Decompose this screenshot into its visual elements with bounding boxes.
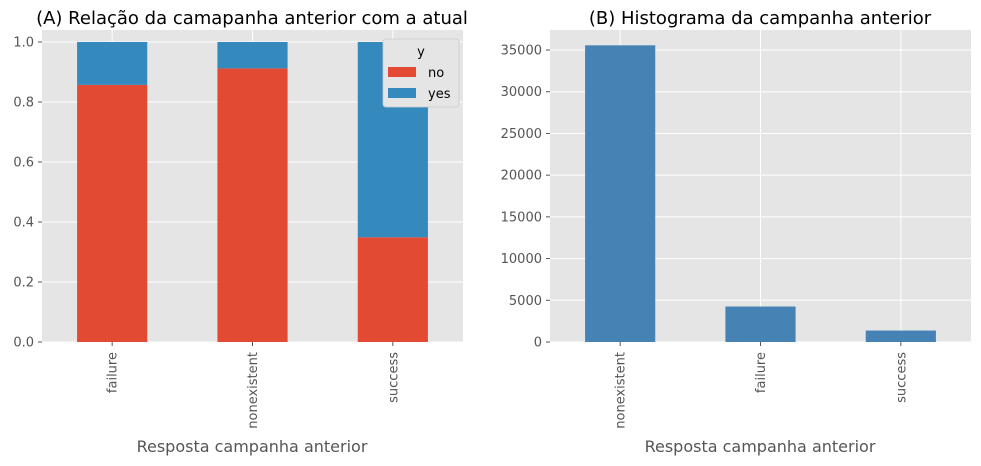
bar-yes-failure — [77, 42, 148, 85]
chart-a-x-ticks: failure nonexistent success — [106, 342, 401, 429]
y-tick-label: 30000 — [501, 85, 542, 100]
legend-label-no: no — [428, 66, 444, 81]
x-tick-label: nonexistent — [614, 352, 629, 429]
legend-swatch-yes — [388, 88, 416, 98]
bar-no-success — [357, 237, 428, 342]
chart-b-x-ticks: nonexistent failure success — [614, 342, 909, 429]
y-tick-label: 0.8 — [13, 96, 34, 111]
x-tick-label: nonexistent — [246, 352, 261, 429]
y-tick-label: 0.2 — [13, 276, 34, 291]
bar-success — [865, 330, 936, 342]
x-tick-label: failure — [754, 352, 769, 393]
chart-b-x-axis-label: Resposta campanha anterior — [645, 437, 876, 456]
chart-a-bars — [77, 42, 428, 343]
legend-title: y — [417, 45, 425, 60]
legend-label-yes: yes — [428, 87, 451, 102]
legend-swatch-no — [388, 67, 416, 77]
chart-b-y-ticks: 0 5000 10000 15000 20000 25000 30000 35000 — [501, 44, 550, 351]
chart-b-bars — [585, 45, 936, 342]
bar-nonexistent — [585, 45, 656, 342]
y-tick-label: 15000 — [501, 210, 542, 225]
x-tick-label: failure — [106, 352, 121, 393]
y-tick-label: 10000 — [501, 252, 542, 267]
y-tick-label: 0 — [534, 336, 542, 351]
y-tick-label: 0.0 — [13, 336, 34, 351]
chart-a-y-ticks: 0.0 0.2 0.4 0.6 0.8 1.0 — [13, 36, 42, 351]
chart-a-x-axis-label: Resposta campanha anterior — [137, 437, 368, 456]
y-tick-label: 25000 — [501, 127, 542, 142]
chart-a-title: (A) Relação da camapanha anterior com a … — [36, 8, 468, 29]
y-tick-label: 20000 — [501, 169, 542, 184]
chart-b-title: (B) Histograma da campanha anterior — [589, 8, 932, 29]
bar-yes-nonexistent — [217, 42, 288, 69]
chart-a: 0.0 0.2 0.4 0.6 0.8 1.0 failure nonexistent suc… — [13, 8, 468, 456]
x-tick-label: success — [894, 352, 909, 403]
bar-failure — [725, 306, 796, 342]
x-tick-label: success — [386, 352, 401, 403]
y-tick-label: 1.0 — [13, 36, 34, 51]
bar-no-failure — [77, 84, 148, 343]
y-tick-label: 35000 — [501, 44, 542, 59]
bar-no-nonexistent — [217, 68, 288, 343]
y-tick-label: 0.4 — [13, 216, 34, 231]
y-tick-label: 5000 — [509, 294, 542, 309]
y-tick-label: 0.6 — [13, 156, 34, 171]
chart-a-legend: y no yes — [382, 38, 460, 108]
chart-b: 0 5000 10000 15000 20000 25000 30000 35000 none… — [501, 8, 971, 456]
